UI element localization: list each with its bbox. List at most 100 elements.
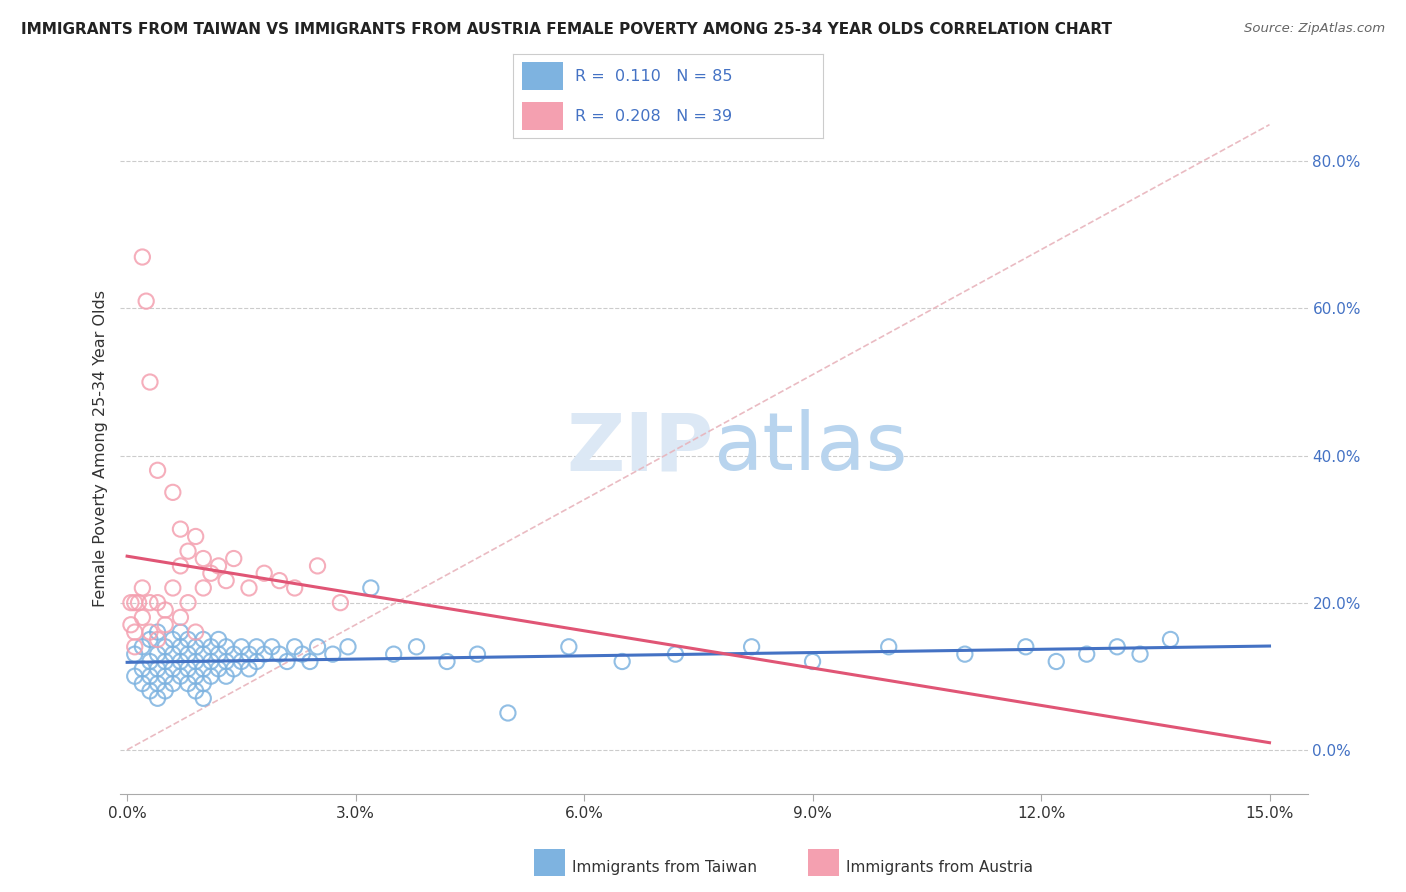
Point [139,375,162,389]
Point [162,647,184,661]
Point [131,581,153,595]
Point [153,640,177,654]
Text: atlas: atlas [713,409,908,487]
Point [120,596,142,610]
Point [177,662,200,676]
Point [124,647,146,661]
Point [139,596,162,610]
Text: ZIP: ZIP [567,409,713,487]
Point [193,551,215,566]
Text: R =  0.110   N = 85: R = 0.110 N = 85 [575,69,733,84]
Point [382,647,405,661]
Point [207,632,229,647]
Point [169,669,191,683]
Point [139,655,162,669]
Point [741,640,763,654]
Point [131,250,153,264]
Point [298,655,321,669]
Point [801,655,824,669]
Point [200,640,222,654]
Point [307,640,329,654]
Point [269,647,291,661]
Point [1015,640,1038,654]
Point [207,647,229,661]
Point [177,647,200,661]
Point [360,581,382,595]
Point [193,632,215,647]
Point [124,596,146,610]
Point [200,655,222,669]
Point [169,625,191,640]
Point [153,669,177,683]
Point [169,640,191,654]
Point [284,640,307,654]
Point [207,662,229,676]
Point [322,647,344,661]
Point [146,676,169,690]
Point [276,655,298,669]
Point [610,655,633,669]
Point [222,551,245,566]
Point [222,662,245,676]
Point [146,463,169,477]
Point [184,684,207,698]
Point [153,617,177,632]
Point [337,640,360,654]
Point [135,294,157,309]
Point [405,640,427,654]
Text: Source: ZipAtlas.com: Source: ZipAtlas.com [1244,22,1385,36]
Point [146,662,169,676]
Point [246,655,269,669]
Point [238,581,260,595]
Point [184,625,207,640]
Point [162,662,184,676]
Point [153,603,177,617]
Text: R =  0.208   N = 39: R = 0.208 N = 39 [575,109,733,124]
Point [153,684,177,698]
Point [1159,632,1181,647]
Point [120,617,142,632]
Point [238,662,260,676]
Point [162,676,184,690]
Point [664,647,686,661]
Point [253,647,276,661]
Point [307,558,329,573]
Point [467,647,489,661]
Point [329,596,352,610]
Point [184,529,207,543]
Point [215,669,238,683]
Point [177,544,200,558]
Point [1076,647,1098,661]
Point [131,662,153,676]
Point [215,655,238,669]
Point [200,566,222,581]
Point [193,691,215,706]
Bar [523,62,562,90]
Point [162,632,184,647]
Point [558,640,581,654]
Point [131,640,153,654]
Point [246,640,269,654]
Point [284,581,307,595]
Point [139,632,162,647]
Point [131,676,153,690]
Point [207,558,229,573]
Point [291,647,314,661]
Point [153,655,177,669]
Point [146,596,169,610]
Point [1107,640,1129,654]
Point [184,640,207,654]
Point [162,581,184,595]
Point [1045,655,1067,669]
Text: Immigrants from Austria: Immigrants from Austria [846,860,1033,874]
Point [124,669,146,683]
Point [231,655,253,669]
Point [184,655,207,669]
Point [496,706,519,720]
Point [177,632,200,647]
Point [139,684,162,698]
Point [269,574,291,588]
Point [231,640,253,654]
Point [253,566,276,581]
Point [124,625,146,640]
